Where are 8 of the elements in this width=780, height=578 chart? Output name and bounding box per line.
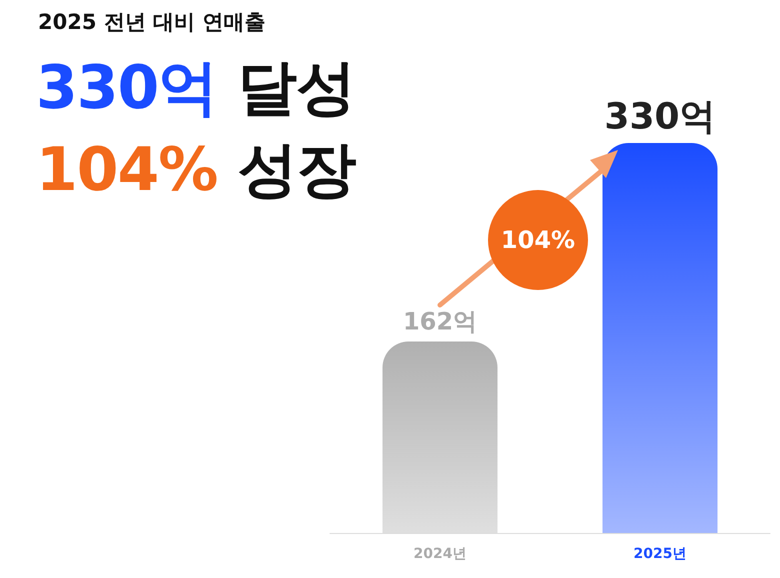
annotation: 104% 성장 <box>36 134 356 207</box>
data-label: 162억 <box>402 308 478 336</box>
x-tick-label: 2025년 <box>634 546 686 562</box>
data-label: 330억 <box>604 96 716 138</box>
circle-badge: 104% <box>488 190 588 290</box>
x-tick-label: 2024년 <box>414 546 466 562</box>
text: 2025 전년 대비 연매출 <box>38 9 266 36</box>
text: 330억 달성 <box>36 52 356 125</box>
